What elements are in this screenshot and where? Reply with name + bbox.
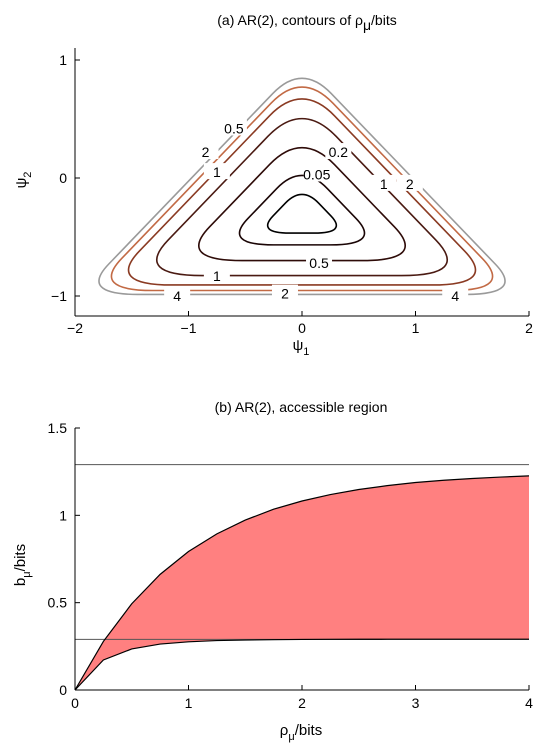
panel-b-title: (b) AR(2), accessible region xyxy=(215,399,388,415)
contour-label-bg xyxy=(220,119,247,136)
accessible-region-plot xyxy=(74,464,530,691)
contour-label: 2 xyxy=(281,286,289,302)
accessible-region xyxy=(75,475,529,690)
contour-label: 4 xyxy=(451,288,459,304)
contour-label-bg xyxy=(306,253,333,270)
y-tick-label: 1.5 xyxy=(48,420,68,436)
upper-boundary-line xyxy=(74,475,530,691)
x-tick-label: 1 xyxy=(412,320,420,336)
x-tick-label: 2 xyxy=(525,320,533,336)
contour-label: 1 xyxy=(213,164,221,180)
contour-label-bg xyxy=(370,174,397,191)
x-tick-label: −1 xyxy=(181,320,197,336)
x-tick-label: 0 xyxy=(71,695,79,711)
contour-line xyxy=(238,174,366,246)
contour-label-bg xyxy=(325,143,352,160)
y-tick-label: 0.5 xyxy=(48,595,68,611)
y-tick-label: 0 xyxy=(59,170,67,186)
contour-lines xyxy=(98,77,506,296)
contour-line xyxy=(110,86,494,292)
panel-a-ylabel: ψ2 xyxy=(13,172,34,189)
contour-line xyxy=(98,77,506,296)
panel-a: (a) AR(2), contours of ρμ/bits 0.05 0.2 0.… xyxy=(13,12,533,358)
x-tick-label: 0 xyxy=(298,320,306,336)
contour-label: 0.5 xyxy=(224,120,244,136)
panel-a-xlabel: ψ1 xyxy=(293,337,310,358)
contour-label-bg xyxy=(442,287,469,303)
contour-label: 0.05 xyxy=(303,166,330,182)
panel-b-ylabel: bμ/bits xyxy=(12,544,33,586)
contour-label: 2 xyxy=(202,144,210,160)
x-tick-label: 1 xyxy=(185,695,193,711)
x-tick-label: 2 xyxy=(298,695,306,711)
contour-label: 1 xyxy=(213,268,221,284)
contour-label-bg xyxy=(203,266,230,283)
contour-label-bg xyxy=(192,143,219,160)
x-tick-label: 3 xyxy=(412,695,420,711)
panel-b: (b) AR(2), accessible region 0 1 2 3 4 0 0.5 1 1… xyxy=(12,399,533,743)
contour-label-bg xyxy=(303,165,330,182)
contour-label: 0.5 xyxy=(309,255,329,271)
contour-label: 4 xyxy=(173,288,181,304)
contour-label-bg xyxy=(396,174,423,191)
contour-label-bg xyxy=(271,284,298,301)
contour-label: 2 xyxy=(406,176,414,192)
lower-boundary-line xyxy=(74,638,529,691)
panel-b-axes: 0 1 2 3 4 0 0.5 1 1.5 xyxy=(48,420,534,711)
y-tick-label: 0 xyxy=(59,682,67,698)
contour-label: 0.2 xyxy=(329,144,349,160)
x-tick-label: 4 xyxy=(525,695,533,711)
contour-line xyxy=(127,98,477,286)
y-tick-label: 1 xyxy=(59,52,67,68)
y-tick-label: 1 xyxy=(59,507,67,523)
y-tick-label: −1 xyxy=(51,288,67,304)
contour-label: 1 xyxy=(380,176,388,192)
contour-label-bg xyxy=(203,163,230,180)
panel-a-title: (a) AR(2), contours of ρμ/bits xyxy=(217,12,396,33)
contour-line xyxy=(266,193,338,234)
contour-label-bg xyxy=(164,287,191,303)
panel-b-xlabel: ρμ/bits xyxy=(280,722,322,743)
contour-line xyxy=(156,117,448,277)
contour-line xyxy=(198,146,406,262)
x-tick-label: −2 xyxy=(67,320,83,336)
panel-a-axes: −2 −1 0 1 2−101 xyxy=(51,48,533,336)
